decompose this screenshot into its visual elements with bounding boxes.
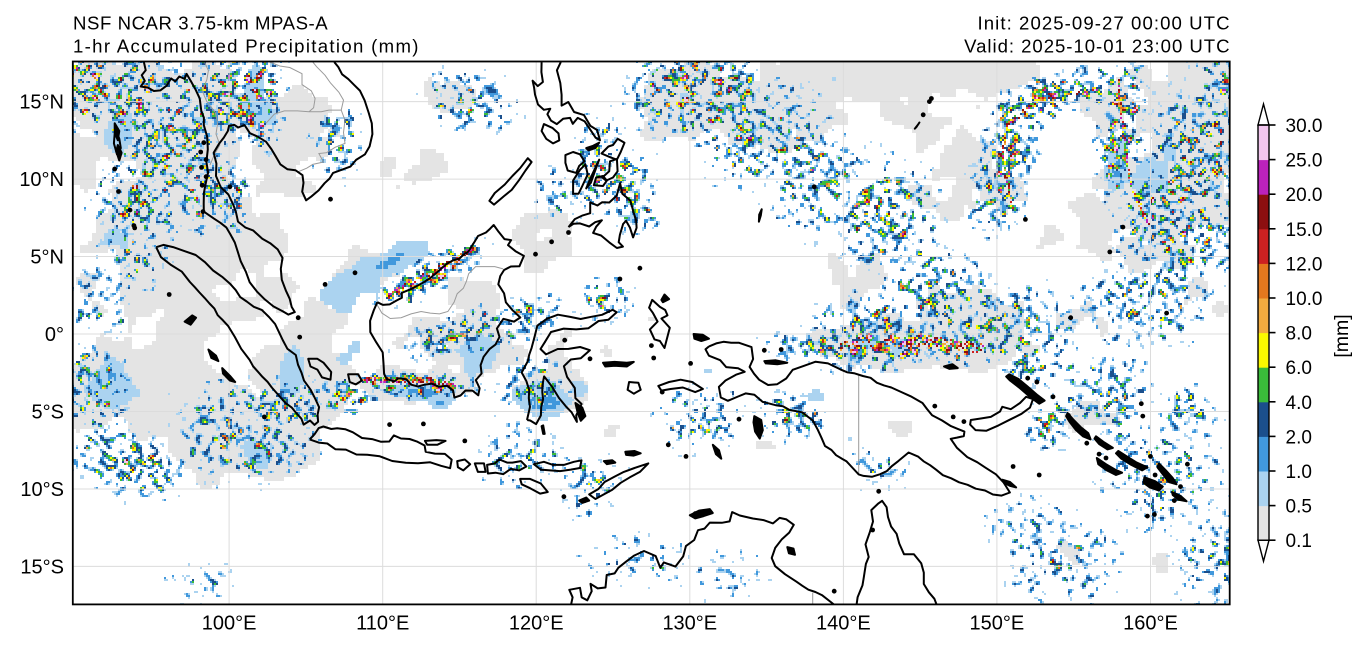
- svg-text:10°N: 10°N: [19, 169, 64, 191]
- svg-text:130°E: 130°E: [662, 613, 717, 635]
- svg-text:20.0: 20.0: [1286, 185, 1323, 206]
- svg-text:30.0: 30.0: [1286, 116, 1323, 137]
- svg-text:Valid: 2025-10-01 23:00 UTC: Valid: 2025-10-01 23:00 UTC: [964, 35, 1229, 56]
- svg-text:160°E: 160°E: [1123, 613, 1178, 635]
- svg-text:10.0: 10.0: [1286, 289, 1323, 310]
- svg-text:8.0: 8.0: [1286, 324, 1312, 345]
- svg-text:100°E: 100°E: [202, 613, 257, 635]
- svg-text:120°E: 120°E: [509, 613, 564, 635]
- svg-text:4.0: 4.0: [1286, 393, 1312, 414]
- svg-text:150°E: 150°E: [970, 613, 1025, 635]
- svg-text:1.0: 1.0: [1286, 462, 1312, 483]
- svg-text:[mm]: [mm]: [1331, 314, 1353, 357]
- svg-text:Init: 2025-09-27 00:00 UTC: Init: 2025-09-27 00:00 UTC: [978, 13, 1230, 34]
- svg-text:12.0: 12.0: [1286, 254, 1323, 275]
- svg-text:6.0: 6.0: [1286, 358, 1312, 379]
- svg-text:1-hr Accumulated Precipitation: 1-hr Accumulated Precipitation (mm): [73, 35, 419, 56]
- svg-text:0.1: 0.1: [1286, 531, 1312, 552]
- svg-text:110°E: 110°E: [356, 613, 409, 635]
- svg-text:NSF NCAR 3.75-km MPAS-A: NSF NCAR 3.75-km MPAS-A: [73, 13, 328, 34]
- svg-text:5°N: 5°N: [30, 247, 64, 269]
- svg-text:25.0: 25.0: [1286, 151, 1323, 172]
- svg-text:0°: 0°: [45, 324, 64, 346]
- svg-text:140°E: 140°E: [816, 613, 871, 635]
- svg-text:15.0: 15.0: [1286, 220, 1323, 241]
- svg-text:10°S: 10°S: [20, 479, 64, 501]
- svg-text:2.0: 2.0: [1286, 427, 1312, 448]
- svg-text:15°S: 15°S: [20, 556, 64, 578]
- svg-text:15°N: 15°N: [19, 92, 64, 114]
- svg-text:5°S: 5°S: [32, 402, 64, 424]
- svg-text:0.5: 0.5: [1286, 497, 1312, 518]
